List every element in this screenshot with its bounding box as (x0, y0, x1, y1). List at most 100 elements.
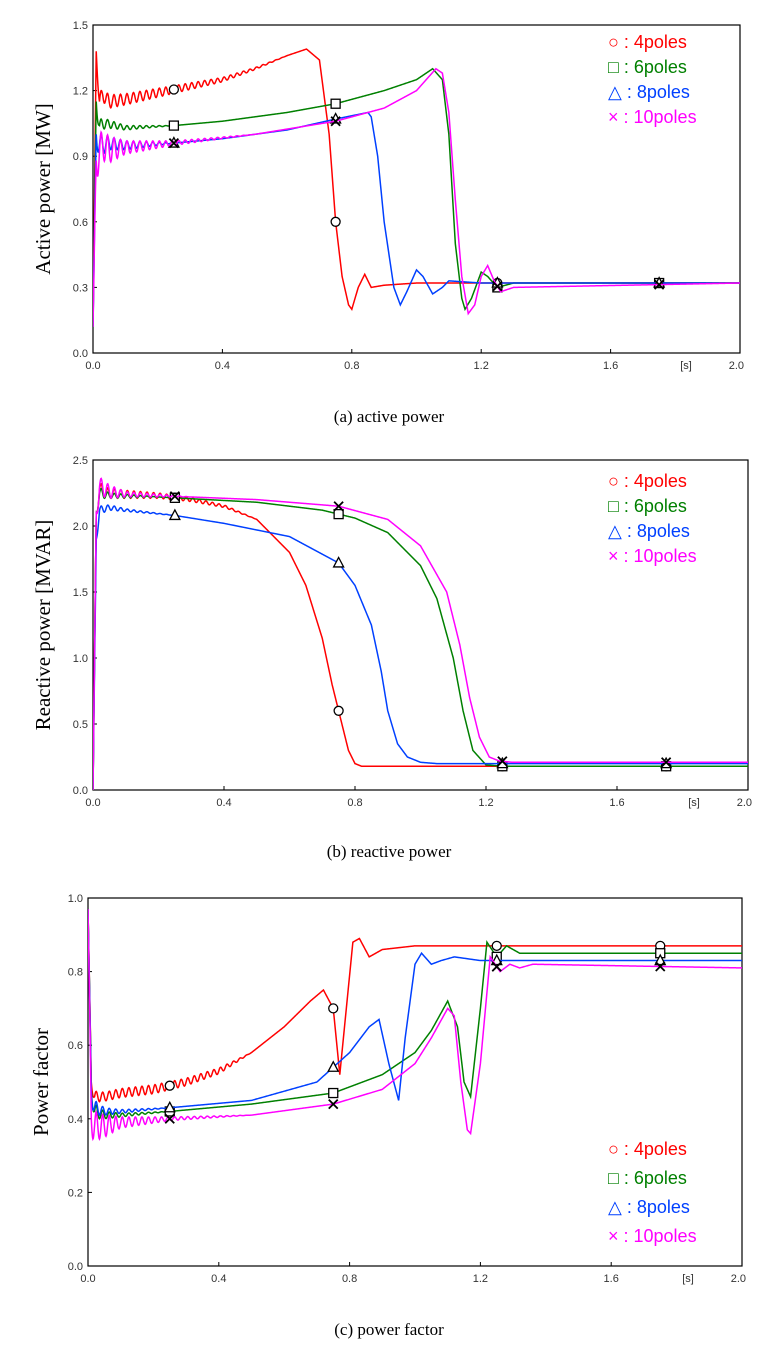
x-tick-label: 0.8 (342, 1273, 357, 1285)
x-tick-label: 0.0 (85, 797, 100, 809)
legend-entry-10poles: × : 10poles (608, 107, 697, 127)
marker-8poles (654, 953, 667, 966)
series-line-6poles (88, 909, 742, 1120)
y-tick-label: 0.6 (68, 1040, 83, 1052)
marker-8poles (332, 556, 345, 568)
y-axis-label: Power factor (29, 1028, 53, 1136)
figure-caption: (c) power factor (334, 1320, 444, 1339)
x-tick-label: 2.0 (729, 360, 744, 372)
chart-panel: 0.0 0.4 0.8 1.2 1.6 2.0 0.0 0.3 0.6 0.9 1.2 1.5 [s] A… (31, 20, 744, 426)
x-tick-label: 1.2 (478, 797, 493, 809)
chart-panel: 0.0 0.4 0.8 1.2 1.6 2.0 0.0 0.5 1.0 1.5 2.0 2.5 [s] R… (31, 455, 752, 861)
plot-frame (87, 897, 743, 1267)
y-tick-label: 0.6 (73, 217, 88, 229)
x-tick-label: 0.0 (85, 360, 100, 372)
marker-6poles (169, 492, 181, 503)
y-axis-label: Reactive power [MVAR] (31, 520, 55, 731)
x-tick-label: 1.2 (474, 360, 489, 372)
x-unit-label: [s] (682, 1273, 694, 1285)
legend-entry-4poles: ○ : 4poles (608, 471, 687, 491)
x-tick-label: 1.6 (604, 1273, 619, 1285)
y-tick-label: 0.9 (73, 151, 88, 163)
y-axis-label: Active power [MW] (31, 103, 55, 274)
marker-10poles (168, 137, 180, 149)
y-tick-label: 0.0 (68, 1261, 83, 1273)
series-line-8poles (88, 909, 742, 1117)
y-tick-label: 1.5 (73, 20, 88, 32)
marker-10poles (491, 961, 502, 972)
marker-6poles (328, 1087, 339, 1099)
marker-8poles (168, 508, 181, 521)
x-tick-label: 0.4 (215, 360, 230, 372)
x-tick-label: 1.6 (603, 360, 618, 372)
marker-4poles (328, 1003, 339, 1014)
series-line-4poles (88, 909, 742, 1103)
y-tick-label: 0.4 (68, 1114, 83, 1126)
x-tick-label: 0.8 (347, 797, 362, 809)
y-tick-label: 1.0 (73, 653, 88, 665)
y-tick-label: 0.8 (68, 967, 83, 979)
marker-10poles (497, 756, 508, 767)
legend-entry-6poles: □ : 6poles (608, 1168, 687, 1188)
marker-10poles (660, 757, 672, 768)
legend-entry-6poles: □ : 6poles (608, 57, 687, 77)
marker-4poles (168, 84, 180, 95)
marker-8poles (163, 1100, 176, 1113)
y-tick-label: 2.5 (73, 455, 88, 467)
legend-entry-6poles: □ : 6poles (608, 496, 687, 516)
marker-4poles (330, 216, 341, 227)
marker-10poles (333, 501, 344, 512)
marker-10poles (653, 279, 665, 290)
series-line-10poles (93, 477, 748, 790)
legend-entry-10poles: × : 10poles (608, 546, 697, 566)
x-tick-label: 1.6 (609, 797, 624, 809)
y-tick-label: 0.5 (73, 719, 88, 731)
x-tick-label: 1.2 (473, 1273, 488, 1285)
series-line-8poles (93, 504, 748, 790)
legend-entry-8poles: △ : 8poles (608, 82, 690, 102)
y-tick-label: 0.0 (73, 785, 88, 797)
y-tick-label: 0.2 (68, 1187, 83, 1199)
legend-entry-10poles: × : 10poles (608, 1226, 697, 1246)
y-tick-label: 0.0 (73, 348, 88, 360)
marker-10poles (492, 281, 503, 292)
marker-10poles (330, 116, 341, 127)
legend-entry-8poles: △ : 8poles (608, 1197, 690, 1217)
x-tick-label: 2.0 (731, 1273, 746, 1285)
series-line-10poles (93, 67, 740, 327)
y-tick-label: 0.3 (73, 282, 88, 294)
marker-10poles (655, 961, 666, 972)
figure-caption: (a) active power (334, 407, 445, 426)
x-unit-label: [s] (680, 360, 692, 372)
marker-6poles (330, 98, 341, 109)
plot-frame (92, 24, 741, 354)
marker-6poles (333, 508, 344, 520)
legend-entry-4poles: ○ : 4poles (608, 1139, 687, 1159)
y-tick-label: 2.0 (73, 521, 88, 533)
marker-10poles (164, 1113, 175, 1124)
y-tick-label: 1.5 (73, 587, 88, 599)
plot-frame (92, 459, 749, 791)
x-tick-label: 2.0 (737, 797, 752, 809)
marker-8poles (327, 1060, 340, 1072)
x-tick-label: 0.0 (80, 1273, 95, 1285)
marker-4poles (164, 1080, 175, 1091)
legend-entry-4poles: ○ : 4poles (608, 32, 687, 52)
x-tick-label: 0.4 (216, 797, 231, 809)
y-tick-label: 1.2 (73, 86, 88, 98)
legend-entry-8poles: △ : 8poles (608, 521, 690, 541)
series-line-8poles (93, 111, 740, 327)
marker-6poles (168, 120, 180, 131)
x-tick-label: 0.8 (344, 360, 359, 372)
x-tick-label: 0.4 (211, 1273, 226, 1285)
x-unit-label: [s] (688, 797, 700, 809)
series-line-6poles (93, 487, 748, 790)
series-line-10poles (88, 909, 742, 1142)
chart-panel: 0.0 0.4 0.8 1.2 1.6 2.0 0.0 0.2 0.4 0.6 0.8 1.0 [s] P… (29, 893, 746, 1339)
figure-caption: (b) reactive power (327, 842, 452, 861)
marker-4poles (491, 940, 502, 951)
y-tick-label: 1.0 (68, 893, 83, 905)
marker-4poles (333, 705, 344, 716)
marker-10poles (328, 1098, 339, 1110)
